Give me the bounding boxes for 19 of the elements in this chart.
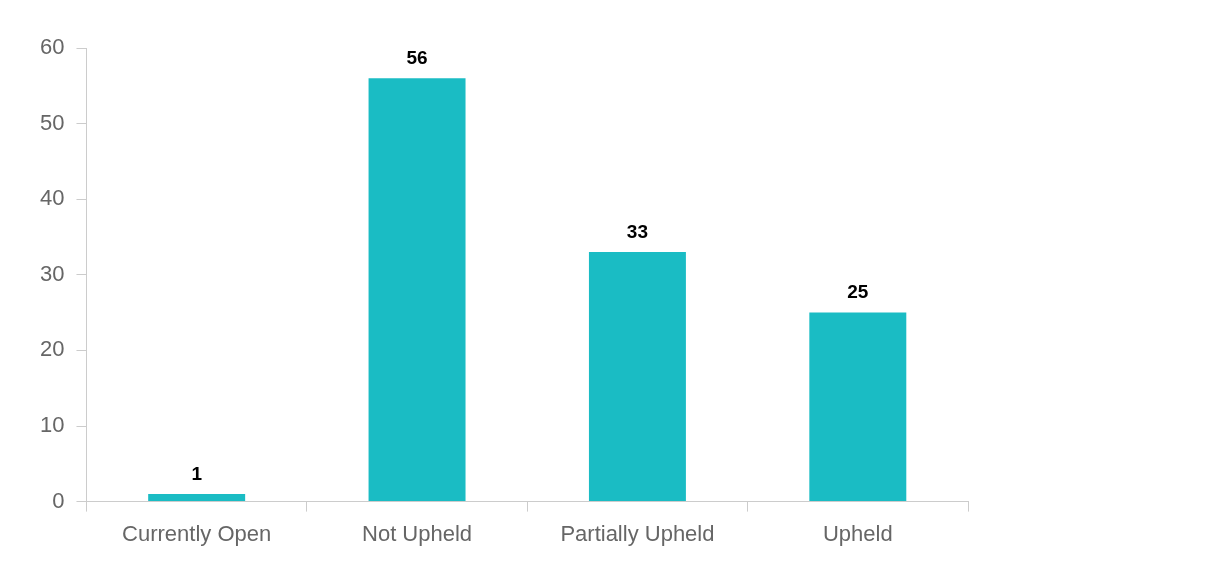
bar	[809, 312, 907, 502]
y-tick-label: 30	[39, 260, 65, 286]
x-tick-label: Not Upheld	[362, 520, 473, 546]
data-label: 1	[191, 462, 203, 484]
bar	[148, 494, 246, 502]
x-tick-label: Upheld	[822, 520, 893, 546]
x-tick-label: Currently Open	[122, 520, 272, 546]
data-label: 33	[626, 220, 648, 242]
y-tick-label: 60	[39, 34, 65, 60]
y-tick-label: 50	[39, 109, 65, 135]
data-label: 56	[406, 46, 428, 68]
y-tick-label: 20	[39, 336, 65, 362]
y-tick-label: 0	[52, 487, 65, 513]
bar	[588, 252, 686, 502]
bar	[368, 78, 466, 502]
x-tick-label: Partially Upheld	[560, 520, 715, 546]
y-tick-label: 40	[39, 185, 65, 211]
data-label: 25	[847, 281, 869, 303]
y-tick-label: 10	[39, 412, 65, 438]
